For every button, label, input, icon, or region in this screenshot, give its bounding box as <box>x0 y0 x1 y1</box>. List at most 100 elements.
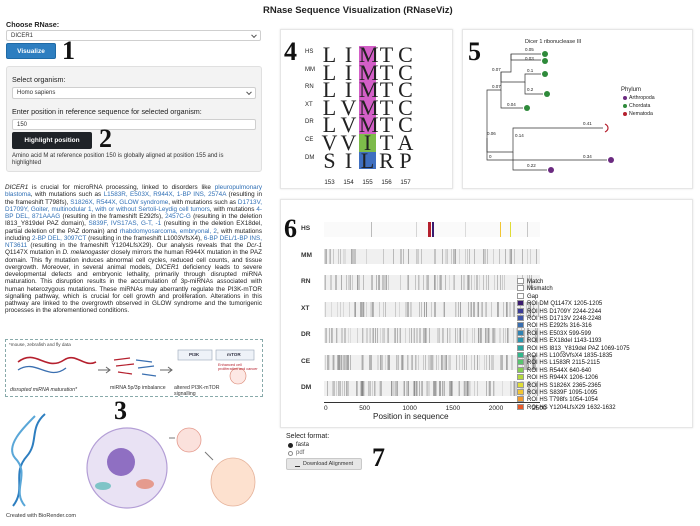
mismatch-mark <box>506 328 508 343</box>
format-option-label: pdf <box>296 450 305 456</box>
mismatch-mark <box>356 381 357 396</box>
branch-label: 0.03 <box>525 56 534 61</box>
mismatch-mark <box>530 248 532 264</box>
legend-label: ROI HS L1003VfsX4 1835-1835 <box>527 353 613 359</box>
mismatch-mark <box>406 381 408 396</box>
mutation-link[interactable]: S839F, IVS17AS, G-T, -1 <box>88 220 162 228</box>
branch-label: 0.34 <box>583 154 592 159</box>
branch-label: 0.41 <box>583 121 592 126</box>
branch-label: 0.14 <box>515 133 524 138</box>
mismatch-mark <box>362 328 363 343</box>
amino-acid-cell: V <box>340 130 357 155</box>
amino-acid-cell: V <box>340 112 357 138</box>
mismatch-mark <box>459 301 461 317</box>
mismatch-mark <box>466 328 468 343</box>
mismatch-mark <box>526 248 529 264</box>
mutation-link[interactable]: 4-BP DEL, 871AAAG <box>5 205 262 220</box>
disease-link[interactable]: pleuropulmonary blastoma <box>5 184 262 199</box>
mismatch-mark <box>525 354 527 370</box>
organism-select[interactable]: Homo sapiens <box>12 87 256 99</box>
visualize-button[interactable]: Visualize <box>6 43 56 59</box>
legend-label: Gap <box>527 293 539 300</box>
mismatch-mark <box>342 381 343 396</box>
position-input[interactable]: 150 <box>12 119 256 130</box>
mismatch-mark <box>339 381 341 396</box>
mutation-link[interactable]: S1826X, R544X, GLOW syndrome <box>70 198 169 206</box>
mismatch-mark <box>329 248 331 264</box>
mismatch-mark <box>363 381 365 396</box>
mismatch-mark <box>433 381 434 396</box>
infant-icon <box>210 457 256 507</box>
mismatch-mark <box>438 354 440 370</box>
alignment-card: 6 HS MM RN XT DR CE DM 0 500 1000 1500 2000 2500 Posi… <box>280 199 693 428</box>
nucleus-icon <box>107 448 135 476</box>
mismatch-mark <box>474 381 475 396</box>
mismatch-mark <box>521 381 523 396</box>
disease-link[interactable]: rhabdomyosarcoma, embryonal, 2 <box>119 227 217 235</box>
mismatch-mark <box>487 275 489 290</box>
mismatch-mark <box>331 328 334 343</box>
mismatch-mark <box>457 381 459 396</box>
mismatch-mark <box>385 275 387 290</box>
mismatch-mark <box>482 248 485 264</box>
mismatch-mark <box>324 354 326 370</box>
mismatch-mark <box>383 275 384 290</box>
branch-label: 0.22 <box>527 163 536 168</box>
mismatch-mark <box>507 328 509 343</box>
mismatch-mark <box>324 301 326 317</box>
amino-acid-cell: C <box>398 112 413 138</box>
mismatch-mark <box>375 328 376 343</box>
download-alignment-button[interactable]: Download Alignment <box>286 458 362 470</box>
alignment-legend-item: Match <box>517 278 543 286</box>
mismatch-mark <box>443 301 445 317</box>
mismatch-mark <box>415 248 417 264</box>
mismatch-mark <box>384 301 386 317</box>
mismatch-mark <box>419 301 420 317</box>
highlight-position-button[interactable]: Highlight position <box>12 132 92 149</box>
mismatch-mark <box>454 301 456 317</box>
mutation-link[interactable]: L1583R, E503X, R944X, 1-BP INS, 2574A <box>103 191 227 199</box>
format-option-fasta[interactable]: fasta <box>288 442 309 448</box>
mismatch-mark <box>355 381 357 396</box>
legend-swatch <box>517 352 524 358</box>
arrow-icon <box>98 366 111 374</box>
choose-rnase-label: Choose RNase: <box>6 20 60 29</box>
mutation-link[interactable]: 2-BP DEL, 3097CT <box>31 234 87 242</box>
mismatch-mark <box>387 354 389 370</box>
branch-label: 0.2 <box>527 87 534 92</box>
mismatch-mark <box>341 354 343 370</box>
mismatch-mark <box>527 354 529 370</box>
position-tick-label: 156 <box>381 179 392 186</box>
mutation-link[interactable]: 6-BP DEL/1-BP INS, NT3611 <box>5 234 262 249</box>
legend-label: ROI DM Q1147X 1205-1205 <box>527 301 603 308</box>
mismatch-mark <box>345 275 348 290</box>
radio-selected-icon <box>288 442 293 448</box>
mismatch-mark <box>449 354 451 370</box>
chordata-species-icon <box>542 51 548 57</box>
mismatch-mark <box>463 354 465 370</box>
mismatch-mark <box>324 248 325 264</box>
disease-link[interactable]: D1713V, D1709Y, Goiter, multinodular 1, … <box>5 198 262 213</box>
mismatch-mark <box>377 275 379 290</box>
alignment-plot: HS MM RN XT DR CE DM 0 500 1000 1500 2000 2500 Positi… <box>281 200 694 429</box>
mismatch-mark <box>535 381 536 396</box>
format-option-pdf[interactable]: pdf <box>288 450 304 456</box>
mismatch-mark <box>434 301 436 317</box>
mismatch-mark <box>421 248 422 264</box>
mismatch-mark <box>424 328 426 343</box>
chevron-down-icon <box>246 89 252 96</box>
embryo-icon <box>176 427 202 453</box>
mismatch-mark <box>435 354 437 370</box>
mismatch-mark <box>451 381 453 396</box>
mismatch-mark <box>471 301 472 317</box>
mismatch-mark <box>379 381 381 396</box>
mismatch-mark <box>460 301 461 317</box>
mismatch-mark <box>433 354 434 370</box>
rnase-select[interactable]: DICER1 <box>6 30 261 41</box>
mutation-link[interactable]: 2457C-G <box>165 213 191 220</box>
mismatch-mark <box>442 381 443 396</box>
mismatch-mark <box>537 381 538 396</box>
mismatch-mark <box>378 381 380 396</box>
mismatch-mark <box>527 275 528 290</box>
mismatch-mark <box>511 354 513 370</box>
